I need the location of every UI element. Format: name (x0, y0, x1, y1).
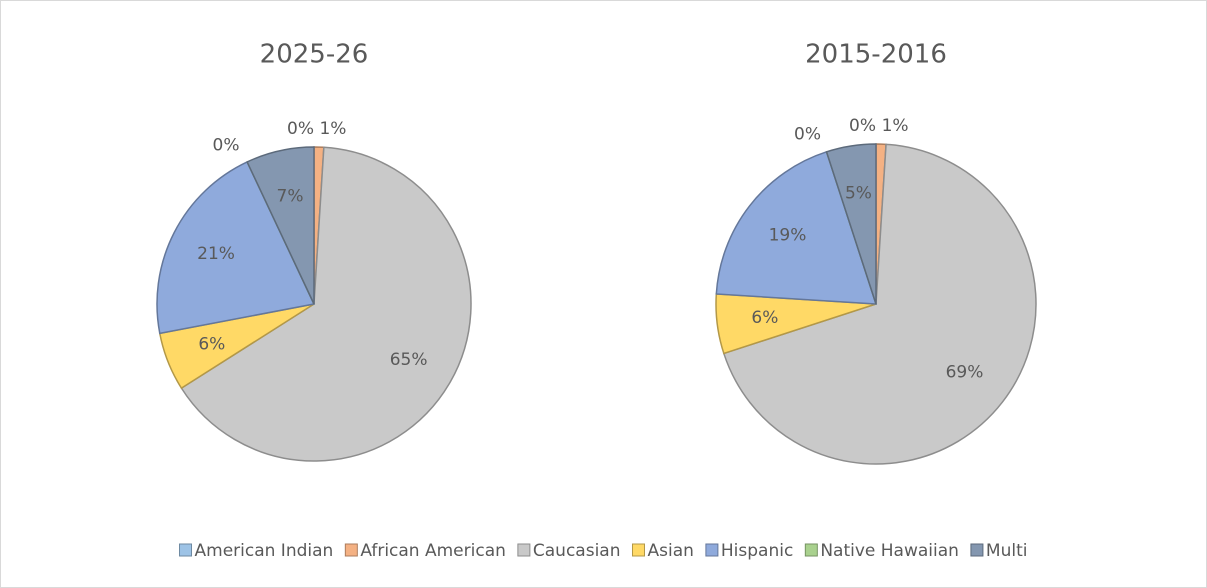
legend-label: African American (360, 541, 506, 561)
legend-label: Multi (986, 541, 1028, 561)
data-label: 6% (198, 334, 225, 354)
data-label: 21% (197, 244, 235, 264)
data-label: 1% (882, 116, 909, 136)
data-label: 0% (287, 119, 314, 139)
legend-swatch (804, 543, 818, 557)
data-label: 5% (845, 183, 872, 203)
data-label: 7% (277, 187, 304, 207)
pie-slice (722, 143, 1037, 465)
legend-label: Native Hawaiian (820, 541, 959, 561)
legend: American Indian African American Caucasian… (179, 541, 1028, 561)
legend-swatch (705, 543, 719, 557)
data-label: 1% (319, 119, 346, 139)
chart-title: 2015-2016 (805, 40, 947, 70)
pie-slice (246, 146, 315, 305)
legend-swatch (970, 543, 984, 557)
legend-label: American Indian (195, 541, 334, 561)
pie-slice (825, 143, 877, 305)
data-label: 65% (390, 350, 428, 370)
data-label: 0% (794, 125, 821, 145)
legend-swatch (517, 543, 531, 557)
data-label: 0% (849, 116, 876, 136)
legend-swatch (631, 543, 645, 557)
data-label: 6% (751, 308, 778, 328)
data-label: 0% (213, 136, 240, 156)
legend-label: Asian (647, 541, 693, 561)
pie-slice (715, 150, 878, 305)
data-label: 19% (769, 225, 807, 245)
legend-swatch (344, 543, 358, 557)
chart-title: 2025-26 (260, 40, 369, 70)
legend-label: Caucasian (533, 541, 621, 561)
data-label: 69% (946, 363, 984, 383)
legend-label: Hispanic (721, 541, 793, 561)
pie-slice (156, 160, 316, 335)
pie-slice (180, 146, 472, 462)
legend-swatch (179, 543, 193, 557)
